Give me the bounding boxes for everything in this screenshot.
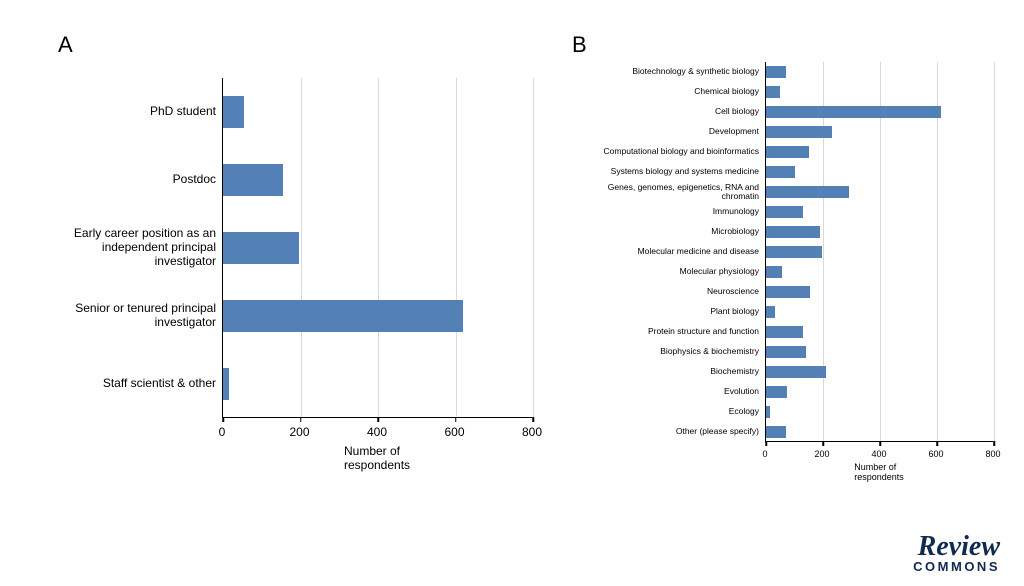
- bar: [766, 406, 770, 418]
- y-tick-label: PhD student: [46, 105, 216, 119]
- bar: [766, 166, 795, 178]
- bar: [766, 66, 786, 78]
- y-tick-label: Chemical biology: [584, 87, 759, 96]
- y-tick-label: Early career position as anindependent p…: [46, 227, 216, 268]
- panel-a-plot-area: [222, 78, 532, 418]
- bar: [223, 368, 229, 400]
- x-tick-label: 400: [871, 449, 886, 459]
- x-tick-mark: [300, 417, 302, 422]
- bar: [223, 96, 244, 128]
- gridline: [533, 78, 534, 417]
- x-tick-label: 600: [444, 425, 464, 439]
- bar: [223, 164, 283, 196]
- x-tick-mark: [993, 441, 995, 446]
- review-commons-logo: Review COMMONS: [913, 533, 1000, 574]
- y-tick-label: Molecular physiology: [584, 267, 759, 276]
- y-tick-label: Plant biology: [584, 307, 759, 316]
- bar: [766, 126, 832, 138]
- y-tick-label: Development: [584, 127, 759, 136]
- panel-b-plot-area: [765, 62, 993, 442]
- x-axis-label: Number of respondents: [344, 444, 410, 472]
- x-tick-mark: [532, 417, 534, 422]
- bar: [766, 386, 787, 398]
- y-tick-label: Biochemistry: [584, 367, 759, 376]
- logo-line-1: Review: [913, 533, 1000, 561]
- y-tick-label: Systems biology and systems medicine: [584, 167, 759, 176]
- y-tick-label: Microbiology: [584, 227, 759, 236]
- bar: [766, 226, 820, 238]
- x-tick-mark: [936, 441, 938, 446]
- bar: [766, 286, 810, 298]
- x-tick-label: 200: [289, 425, 309, 439]
- gridline: [301, 78, 302, 417]
- y-tick-label: Protein structure and function: [584, 327, 759, 336]
- gridline: [823, 62, 824, 441]
- x-tick-mark: [822, 441, 824, 446]
- x-tick-mark: [765, 441, 767, 446]
- logo-line-2: COMMONS: [913, 559, 1000, 574]
- y-tick-label: Cell biology: [584, 107, 759, 116]
- figure-two-panel: A B 0 200 400 600 800 Number of respondents Ph…: [0, 0, 1024, 586]
- bar: [766, 186, 849, 198]
- gridline: [456, 78, 457, 417]
- y-tick-label: Molecular medicine and disease: [584, 247, 759, 256]
- x-tick-label: 200: [814, 449, 829, 459]
- x-tick-label: 0: [219, 425, 226, 439]
- x-tick-mark: [377, 417, 379, 422]
- x-tick-label: 800: [985, 449, 1000, 459]
- gridline: [378, 78, 379, 417]
- x-tick-label: 800: [522, 425, 542, 439]
- panel-b-label: B: [572, 32, 587, 58]
- y-tick-label: Other (please specify): [584, 427, 759, 436]
- bar: [223, 300, 463, 332]
- y-tick-label: Neuroscience: [584, 287, 759, 296]
- y-tick-label: Evolution: [584, 387, 759, 396]
- x-tick-label: 600: [928, 449, 943, 459]
- bar: [766, 326, 803, 338]
- bar: [766, 266, 782, 278]
- bar: [766, 306, 775, 318]
- y-tick-label: Ecology: [584, 407, 759, 416]
- x-tick-mark: [222, 417, 224, 422]
- bar: [766, 86, 780, 98]
- bar: [766, 206, 803, 218]
- bar: [766, 346, 806, 358]
- x-tick-label: 0: [762, 449, 767, 459]
- y-tick-label: Senior or tenured principalinvestigator: [46, 302, 216, 330]
- x-axis-label: Number of respondents: [854, 462, 904, 482]
- bar: [766, 146, 809, 158]
- bar: [766, 426, 786, 438]
- bar: [766, 366, 826, 378]
- x-tick-label: 400: [367, 425, 387, 439]
- bar: [223, 232, 299, 264]
- x-tick-mark: [455, 417, 457, 422]
- gridline: [880, 62, 881, 441]
- y-tick-label: Biophysics & biochemistry: [584, 347, 759, 356]
- panel-a-label: A: [58, 32, 73, 58]
- y-tick-label: Genes, genomes, epigenetics, RNA andchro…: [584, 183, 759, 202]
- y-tick-label: Biotechnology & synthetic biology: [584, 67, 759, 76]
- gridline: [994, 62, 995, 441]
- gridline: [937, 62, 938, 441]
- bar: [766, 246, 822, 258]
- bar: [766, 106, 941, 118]
- y-tick-label: Staff scientist & other: [46, 377, 216, 391]
- y-tick-label: Postdoc: [46, 173, 216, 187]
- y-tick-label: Immunology: [584, 207, 759, 216]
- y-tick-label: Computational biology and bioinformatics: [584, 147, 759, 156]
- x-tick-mark: [879, 441, 881, 446]
